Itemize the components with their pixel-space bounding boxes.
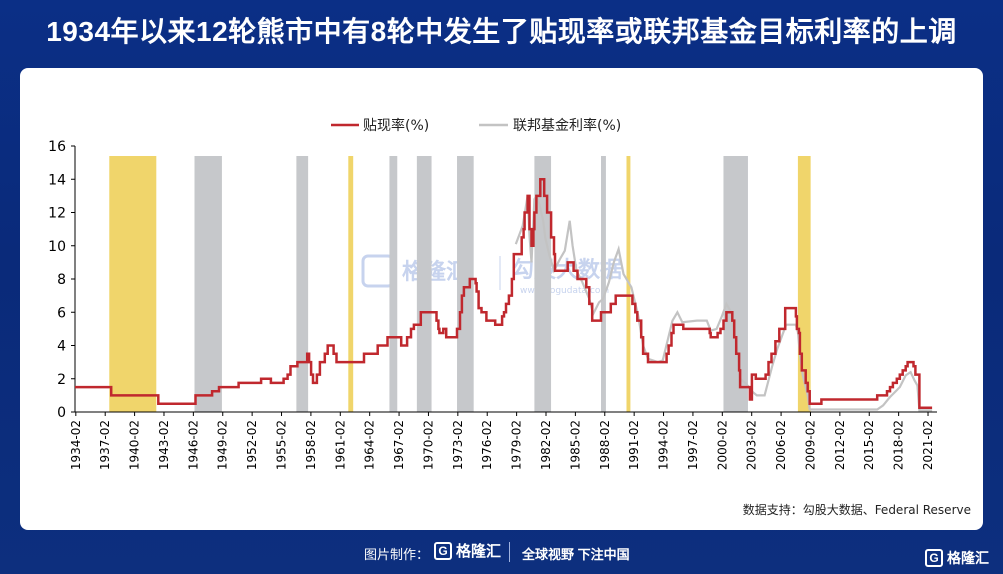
bear-market-bands bbox=[109, 156, 811, 412]
x-tick-label: 2006-02 bbox=[774, 420, 788, 470]
x-tick-label: 1943-02 bbox=[157, 420, 171, 470]
footer: 图片制作： G 格隆汇 全球视野 下注中国 bbox=[0, 538, 1003, 568]
y-tick-label: 14 bbox=[48, 172, 66, 188]
chart-legend: 贴现率(%) 联邦基金利率(%) bbox=[331, 117, 621, 134]
bear-band bbox=[457, 156, 474, 412]
bear-band bbox=[534, 156, 552, 412]
fed-funds-line bbox=[514, 193, 933, 412]
x-tick-label: 1997-02 bbox=[686, 420, 700, 470]
x-tick-label: 1982-02 bbox=[539, 420, 553, 470]
x-tick-label: 1988-02 bbox=[598, 420, 612, 470]
y-tick-label: 2 bbox=[57, 372, 66, 388]
bear-band bbox=[723, 156, 748, 412]
x-tick-label: 1940-02 bbox=[128, 420, 142, 470]
x-tick-label: 1949-02 bbox=[216, 420, 230, 470]
x-tick-label: 1958-02 bbox=[304, 420, 318, 470]
footer-slogan: 全球视野 下注中国 bbox=[522, 547, 630, 562]
x-tick-label: 1937-02 bbox=[98, 420, 112, 470]
x-tick-label: 2021-02 bbox=[921, 420, 935, 470]
footer-brand-name: 格隆汇 bbox=[456, 543, 502, 560]
brand-logo-icon: G bbox=[434, 541, 452, 560]
made-by-label: 图片制作： bbox=[364, 547, 430, 562]
x-tick-label: 2003-02 bbox=[745, 420, 759, 470]
x-tick-label: 1961-02 bbox=[333, 420, 347, 470]
page-title: 1934年以来12轮熊市中有8轮中发生了贴现率或联邦基金目标利率的上调 bbox=[46, 16, 957, 47]
x-tick-label: 2012-02 bbox=[833, 420, 847, 470]
bear-band bbox=[416, 156, 432, 412]
y-tick-label: 16 bbox=[48, 139, 66, 155]
legend-label-discount: 贴现率(%) bbox=[363, 117, 429, 134]
y-tick-label: 0 bbox=[57, 405, 66, 421]
x-tick-label: 1934-02 bbox=[69, 420, 83, 470]
bear-band bbox=[296, 156, 309, 412]
x-tick-label: 1952-02 bbox=[245, 420, 259, 470]
x-tick-label: 1964-02 bbox=[363, 420, 377, 470]
corner-logo-icon: G bbox=[925, 549, 943, 567]
bear-band bbox=[348, 156, 354, 412]
watermark-url: www.gogudata.com bbox=[520, 286, 609, 296]
x-tick-label: 1973-02 bbox=[451, 420, 465, 470]
discount-rate-line bbox=[75, 178, 933, 410]
source-note: 数据支持：勾股大数据、Federal Reserve bbox=[743, 502, 971, 517]
chart-card: 格隆汇 勾股大数据 www.gogudata.com 0 2 4 6 8 10 12 14 16 19… bbox=[20, 68, 983, 530]
bear-band bbox=[601, 156, 606, 412]
series-lines bbox=[75, 178, 933, 412]
legend-label-fedfunds: 联邦基金利率(%) bbox=[513, 117, 621, 134]
y-tick-label: 6 bbox=[57, 305, 66, 321]
corner-brand-name: 格隆汇 bbox=[947, 550, 989, 566]
x-tick-label: 1970-02 bbox=[421, 420, 435, 470]
corner-brand: G 格隆汇 bbox=[925, 548, 989, 568]
bear-band bbox=[194, 156, 222, 412]
x-tick-label: 1967-02 bbox=[392, 420, 406, 470]
watermark-logo-icon bbox=[361, 254, 395, 288]
footer-brand: G 格隆汇 bbox=[434, 540, 501, 561]
x-tick-label: 1994-02 bbox=[657, 420, 671, 470]
x-tick-label: 1985-02 bbox=[568, 420, 582, 470]
x-tick-label: 2009-02 bbox=[803, 420, 817, 470]
x-tick-label: 2018-02 bbox=[892, 420, 906, 470]
y-tick-label: 8 bbox=[57, 272, 66, 288]
bear-band bbox=[389, 156, 398, 412]
x-tick-label: 1946-02 bbox=[186, 420, 200, 470]
x-tick-label: 1991-02 bbox=[627, 420, 641, 470]
x-tick-label: 1979-02 bbox=[510, 420, 524, 470]
bear-band bbox=[797, 156, 811, 412]
chart-axes: 0 2 4 6 8 10 12 14 16 1934-02 1937-02 1940-02 1943-0… bbox=[48, 139, 937, 470]
bear-band bbox=[109, 156, 157, 412]
x-tick-label: 2000-02 bbox=[715, 420, 729, 470]
y-tick-label: 4 bbox=[57, 339, 66, 355]
footer-divider bbox=[509, 542, 510, 562]
y-tick-label: 10 bbox=[48, 239, 66, 255]
x-tick-label: 1955-02 bbox=[275, 420, 289, 470]
x-tick-label: 1976-02 bbox=[480, 420, 494, 470]
x-tick-label: 2015-02 bbox=[862, 420, 876, 470]
y-tick-label: 12 bbox=[48, 206, 66, 222]
watermark-text-brand: 格隆汇 bbox=[402, 259, 468, 285]
